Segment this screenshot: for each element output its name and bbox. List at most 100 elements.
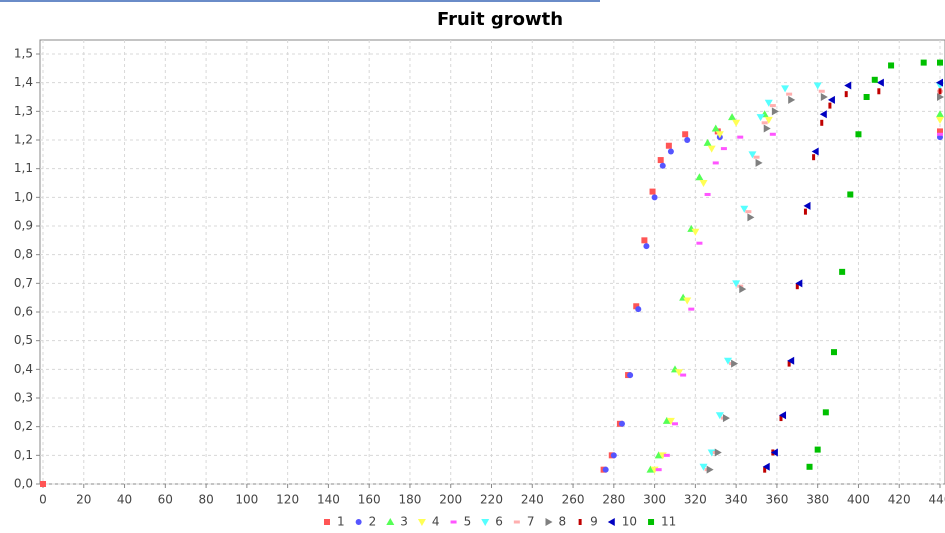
point [723, 357, 732, 365]
point [649, 188, 656, 195]
point [771, 107, 779, 116]
point [803, 201, 811, 210]
x-tick-label: 0 [39, 493, 47, 507]
point [40, 481, 46, 487]
point [822, 409, 829, 416]
point [627, 372, 634, 379]
point [683, 297, 692, 305]
legend-symbol [450, 520, 457, 524]
point [779, 415, 783, 422]
point [769, 104, 776, 108]
point [803, 208, 807, 215]
point [813, 82, 822, 90]
legend-label: 7 [527, 515, 535, 529]
point [602, 466, 609, 473]
point [877, 88, 881, 95]
point [844, 91, 848, 98]
point [740, 205, 749, 213]
point [763, 124, 771, 133]
point [748, 151, 757, 159]
point [728, 113, 737, 121]
legend-symbol [355, 519, 362, 525]
x-tick-label: 60 [158, 493, 173, 507]
point [827, 95, 835, 104]
point [618, 420, 625, 427]
legend-label: 1 [337, 515, 345, 529]
point [732, 280, 741, 288]
point [844, 81, 852, 90]
point [781, 85, 790, 93]
point [762, 462, 770, 471]
x-tick-label: 380 [806, 493, 829, 507]
x-tick-label: 120 [276, 493, 299, 507]
point [936, 110, 944, 118]
x-tick-label: 260 [562, 493, 585, 507]
x-tick-label: 440 [929, 493, 945, 507]
legend-label: 4 [432, 515, 440, 529]
point [675, 369, 684, 377]
point [937, 132, 943, 136]
legend-label: 6 [495, 515, 503, 529]
point [711, 124, 720, 132]
point [761, 121, 768, 125]
legend-symbol [417, 519, 426, 526]
point [847, 191, 854, 198]
x-tick-label: 400 [847, 493, 870, 507]
x-tick-label: 140 [317, 493, 340, 507]
x-tick-label: 340 [725, 493, 748, 507]
point [657, 157, 664, 164]
x-tick-label: 80 [198, 493, 213, 507]
point [707, 145, 716, 153]
x-tick-label: 360 [765, 493, 788, 507]
legend-label: 10 [622, 515, 637, 529]
point [641, 237, 648, 244]
x-tick-label: 300 [643, 493, 666, 507]
point [633, 303, 640, 310]
point [763, 466, 767, 473]
point [696, 241, 703, 245]
point [684, 137, 691, 143]
legend-symbol [386, 518, 395, 525]
y-tick-label: 1,4 [14, 75, 33, 89]
legend-label: 8 [558, 515, 566, 529]
point [787, 360, 791, 367]
point [643, 243, 650, 250]
y-tick-label: 1,1 [14, 161, 33, 175]
point [646, 465, 655, 473]
x-tick-label: 420 [888, 493, 911, 507]
point [820, 119, 824, 126]
point [655, 468, 662, 472]
point [788, 95, 796, 104]
point [812, 154, 816, 161]
point [747, 213, 755, 222]
point [651, 194, 658, 201]
point [706, 465, 714, 474]
point [654, 451, 663, 459]
point [839, 268, 846, 275]
point [745, 210, 752, 214]
point [811, 147, 819, 156]
legend-label: 2 [369, 515, 377, 529]
point [937, 93, 944, 101]
point [820, 93, 828, 101]
point [731, 359, 739, 368]
y-tick-label: 0,1 [14, 448, 33, 462]
point [737, 135, 744, 139]
legend-symbol [578, 519, 582, 525]
point [795, 279, 803, 288]
x-tick-label: 240 [521, 493, 544, 507]
point [732, 119, 741, 127]
point [855, 131, 862, 138]
point [819, 110, 827, 119]
legend-symbol [545, 518, 553, 526]
point [610, 452, 617, 459]
point [830, 349, 837, 356]
point [876, 78, 884, 87]
point [715, 412, 724, 420]
legend-label: 5 [464, 515, 472, 529]
point [764, 116, 773, 124]
point [704, 192, 711, 196]
point [703, 138, 712, 146]
point [688, 307, 695, 311]
